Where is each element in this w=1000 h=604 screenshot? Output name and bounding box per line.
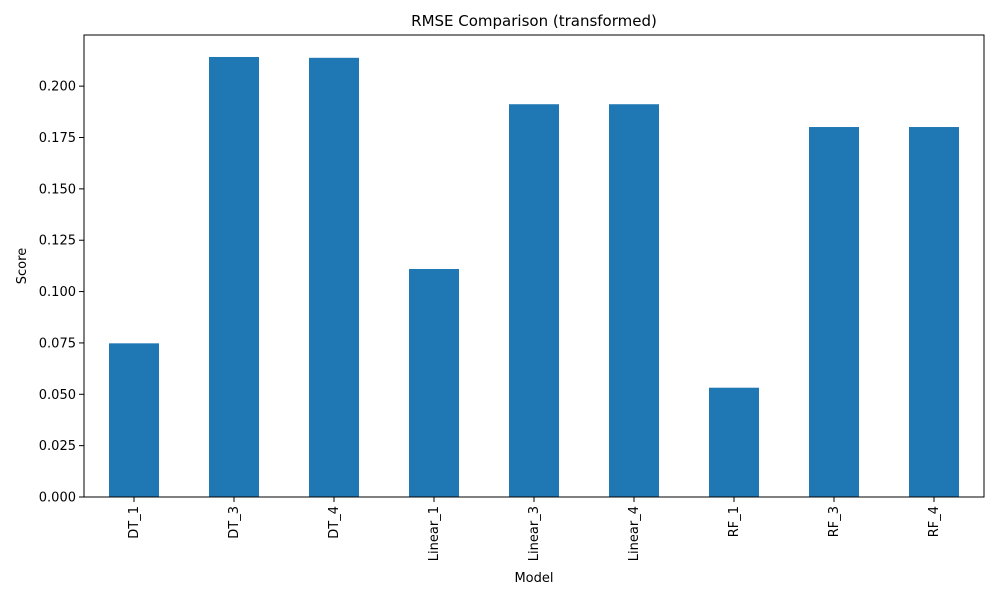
chart-title: RMSE Comparison (transformed) — [411, 12, 657, 30]
y-tick-label: 0.200 — [39, 80, 76, 95]
bar-dt-1 — [109, 343, 159, 497]
y-tick-label: 0.075 — [39, 336, 76, 351]
bar-linear-3 — [509, 104, 559, 497]
x-tick-label: Linear_3 — [527, 506, 542, 561]
bars-layer — [109, 56, 959, 498]
x-axis-label: Model — [514, 571, 553, 586]
x-tick-label: DT_4 — [327, 506, 342, 539]
bar-rf-4 — [909, 127, 959, 497]
x-tick-label: RF_1 — [727, 506, 742, 537]
x-tick-label: RF_3 — [827, 506, 842, 537]
x-tick-label: DT_3 — [227, 506, 242, 539]
bar-linear-4 — [609, 104, 659, 497]
x-tick-label: DT_1 — [127, 506, 142, 539]
y-tick-label: 0.050 — [39, 388, 76, 403]
bar-dt-4 — [309, 57, 359, 498]
bar-linear-1 — [409, 268, 459, 497]
y-axis: 0.000 0.025 0.050 0.075 0.100 0.125 0.150 0.175… — [39, 80, 84, 506]
plot-frame — [83, 34, 985, 498]
x-tick-label: Linear_4 — [627, 506, 642, 561]
y-tick-label: 0.100 — [39, 285, 76, 300]
y-tick-label: 0.175 — [39, 131, 76, 146]
bar-rf-3 — [809, 127, 859, 497]
bar-rf-1 — [709, 387, 759, 497]
y-axis-label: Score — [15, 248, 30, 284]
y-tick-label: 0.150 — [39, 182, 76, 197]
y-tick-label: 0.000 — [39, 491, 76, 506]
bar-dt-3 — [209, 56, 259, 497]
x-tick-label: RF_4 — [927, 506, 942, 537]
x-axis: DT_1 DT_3 DT_4 Linear_1 Linear_3 Linear_4 RF_1… — [127, 497, 942, 561]
x-tick-label: Linear_1 — [427, 506, 442, 561]
y-tick-label: 0.125 — [39, 234, 76, 249]
y-tick-label: 0.025 — [39, 439, 76, 454]
